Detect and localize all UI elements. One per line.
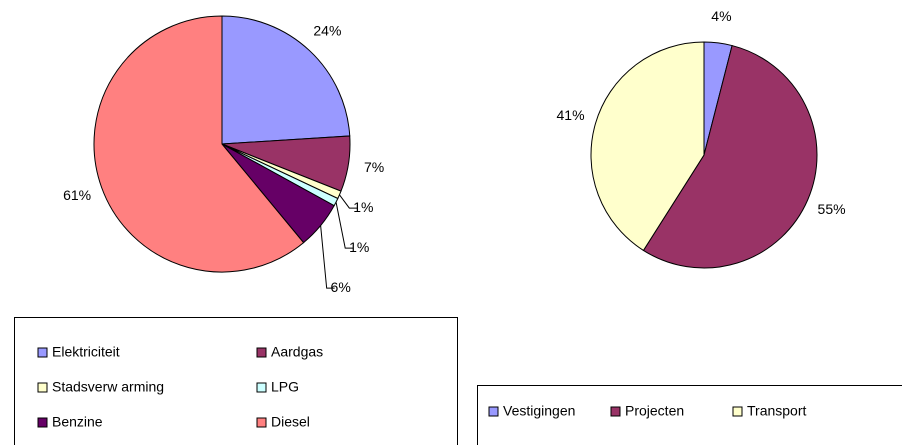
legend-label: Benzine: [52, 414, 103, 430]
legend-box: [14, 317, 458, 445]
legend-label: Elektriciteit: [52, 344, 120, 360]
leader-line: [339, 194, 358, 209]
legend-swatch: [610, 406, 621, 417]
data-label: 6%: [331, 279, 351, 295]
data-label: 7%: [364, 159, 384, 175]
pie-slice: [642, 44, 818, 269]
legend-label: Vestigingen: [503, 403, 575, 419]
legend-swatch: [732, 406, 743, 417]
data-label: 1%: [349, 239, 369, 255]
pie-slice: [93, 15, 305, 273]
leader-line: [320, 225, 335, 289]
legend-box: [477, 385, 902, 445]
pie-slice: [221, 15, 351, 145]
data-label: 55%: [818, 201, 846, 217]
legend-swatch: [37, 382, 48, 393]
legend-swatch: [37, 347, 48, 358]
data-label: 4%: [711, 8, 731, 24]
leader-line: [335, 202, 354, 249]
legend-label: Transport: [747, 403, 807, 419]
data-label: 1%: [353, 199, 373, 215]
legend-swatch: [488, 406, 499, 417]
data-label: 24%: [313, 22, 341, 38]
legend-swatch: [256, 417, 267, 428]
legend-label: Projecten: [625, 403, 684, 419]
legend-swatch: [256, 347, 267, 358]
pie-slice: [590, 41, 705, 252]
legend-label: Diesel: [271, 414, 310, 430]
data-label: 61%: [63, 187, 91, 203]
legend-swatch: [256, 382, 267, 393]
legend-swatch: [37, 417, 48, 428]
legend-label: Aardgas: [271, 344, 323, 360]
legend-label: Stadsverw arming: [52, 379, 164, 395]
legend-label: LPG: [271, 379, 299, 395]
data-label: 41%: [557, 107, 585, 123]
